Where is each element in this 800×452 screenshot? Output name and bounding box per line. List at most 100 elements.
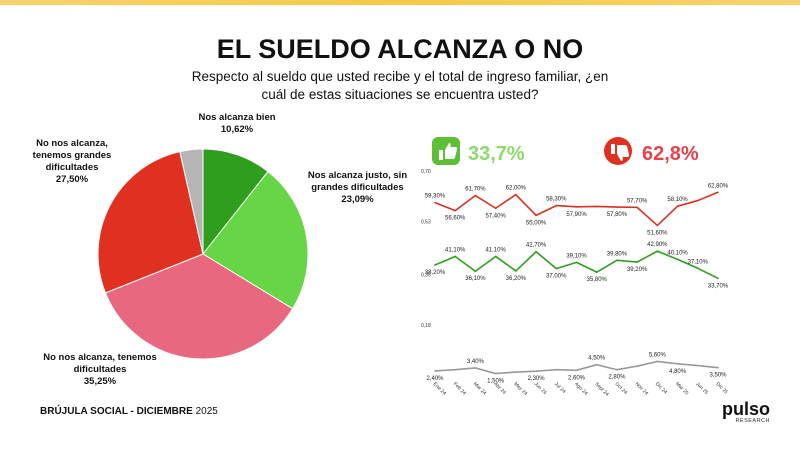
point — [595, 271, 598, 273]
pie-slice — [97, 150, 204, 294]
data-label: 1,50% — [487, 379, 505, 385]
point — [676, 205, 679, 207]
point — [494, 255, 497, 258]
point — [616, 368, 618, 371]
x-tick-label: Dic 24 — [654, 381, 668, 395]
logo-text: pulso — [722, 399, 770, 419]
point — [717, 277, 719, 280]
data-label: 33,70% — [708, 283, 729, 289]
data-label: 55,00% — [526, 220, 547, 226]
logo-sub: RESEARCH — [735, 418, 770, 424]
point — [595, 363, 598, 366]
data-label: 2,60% — [568, 375, 586, 381]
data-label: 57,80% — [607, 212, 628, 218]
data-label: 58,10% — [667, 197, 688, 203]
source-text: BRÚJULA SOCIAL - DICIEMBRE — [40, 406, 193, 417]
data-label: 38,20% — [425, 270, 446, 276]
data-label: 56,60% — [445, 216, 466, 222]
pie-slice — [202, 170, 309, 310]
x-tick-label: Feb 24 — [452, 381, 467, 396]
point — [474, 194, 477, 197]
point — [636, 365, 638, 367]
slice-value: 23,09% — [341, 194, 374, 205]
data-label: 39,20% — [627, 267, 648, 273]
x-tick-label: Dic 25 — [715, 381, 729, 395]
x-tick-label: Nov 24 — [634, 381, 650, 397]
pie-slice — [179, 148, 204, 255]
point — [696, 364, 699, 367]
point — [676, 258, 679, 261]
source-year: 2025 — [195, 406, 218, 417]
point — [434, 370, 436, 372]
x-tick-label: Jun 25 — [694, 381, 709, 396]
data-label: 3,40% — [467, 359, 485, 365]
data-label: 5,60% — [649, 352, 667, 358]
x-tick-label: Jun 24 — [533, 381, 548, 396]
point — [535, 370, 537, 372]
slice-value: 27,50% — [55, 174, 89, 185]
pie-label: Nos alcanza justo, sin grandes dificulta… — [300, 170, 415, 206]
kpi-positive: 33,7% — [468, 143, 525, 165]
point — [434, 201, 436, 204]
y-tick-label: 0,18 — [421, 323, 431, 329]
pie-label: Nos alcanza bien 10,62% — [192, 112, 282, 136]
point — [616, 206, 618, 208]
top-stripe — [0, 0, 800, 5]
point — [515, 193, 517, 196]
data-label: 39,10% — [566, 253, 587, 259]
x-tick-label: Jul 24 — [553, 381, 567, 395]
thumb-up-glyph — [439, 143, 458, 160]
point — [676, 363, 679, 365]
pie-slice — [202, 148, 269, 256]
slice-name: Nos alcanza justo, sin grandes dificulta… — [307, 170, 408, 193]
point — [434, 264, 436, 266]
point — [494, 372, 497, 375]
point — [575, 369, 578, 372]
y-tick-label: 0,53 — [421, 219, 431, 225]
data-label: 35,80% — [587, 277, 608, 283]
data-label: 4,80% — [669, 369, 687, 375]
x-tick-label: Mar 25 — [674, 381, 689, 396]
data-label: 61,70% — [465, 187, 486, 193]
slice-name: Nos alcanza bien — [198, 112, 276, 123]
data-label: 58,30% — [546, 197, 567, 203]
point — [717, 366, 719, 369]
data-label: 37,00% — [546, 274, 567, 280]
data-label: 62,00% — [506, 186, 527, 192]
point — [535, 250, 537, 253]
data-label: 36,20% — [506, 276, 527, 282]
point — [717, 191, 719, 194]
data-label: 42,70% — [526, 243, 547, 249]
logo: pulso RESEARCH — [722, 400, 770, 424]
data-label: 57,40% — [485, 213, 506, 219]
data-label: 3,50% — [709, 373, 727, 379]
point — [575, 205, 578, 208]
point — [515, 371, 517, 373]
point — [454, 255, 457, 258]
pie-label: No nos alcanza, tenemos dificultades 35,2… — [40, 352, 160, 388]
point — [656, 224, 659, 227]
thumb-down-glyph — [611, 144, 630, 161]
point — [636, 261, 638, 263]
y-tick-label: 0,70 — [421, 169, 431, 175]
point — [555, 267, 558, 270]
point — [454, 209, 457, 212]
data-label: 41,10% — [485, 247, 506, 253]
data-label: 42,90% — [647, 242, 668, 248]
title: EL SUELDO ALCANZA O NO — [216, 34, 584, 64]
x-tick-label: Ene 24 — [432, 381, 448, 397]
data-label: 59,30% — [425, 194, 446, 200]
point — [616, 259, 618, 262]
kpi-negative: 62,8% — [642, 143, 699, 165]
point — [696, 267, 699, 270]
data-label: 57,90% — [566, 212, 587, 218]
slice-value: 10,62% — [220, 124, 254, 135]
y-tick-label: 0,35 — [421, 273, 431, 279]
point — [656, 360, 659, 363]
data-label: 2,30% — [528, 376, 546, 382]
data-label: 37,10% — [688, 259, 709, 265]
x-tick-label: May 24 — [512, 381, 528, 397]
point — [636, 206, 638, 209]
